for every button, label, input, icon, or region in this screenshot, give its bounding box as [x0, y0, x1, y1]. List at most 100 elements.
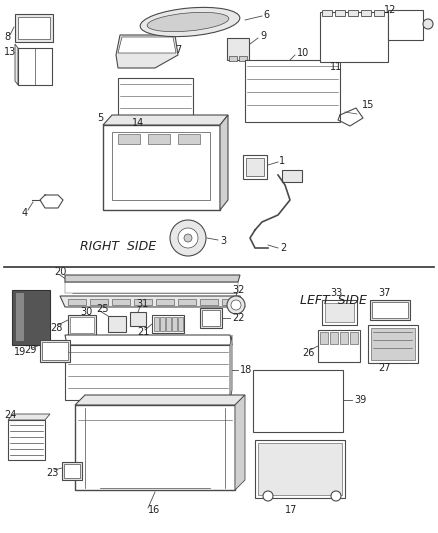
Bar — [229, 56, 237, 61]
Text: 39: 39 — [354, 395, 366, 405]
Text: 2: 2 — [280, 243, 286, 253]
Bar — [361, 10, 371, 16]
Text: LEFT  SIDE: LEFT SIDE — [300, 294, 367, 306]
Bar — [40, 340, 70, 362]
Bar — [68, 299, 86, 305]
Bar — [320, 332, 328, 344]
Polygon shape — [65, 282, 238, 293]
Bar — [178, 317, 183, 331]
Text: 32: 32 — [232, 285, 244, 295]
Bar — [200, 299, 218, 305]
Bar — [64, 464, 80, 478]
Bar — [90, 299, 108, 305]
Bar — [112, 132, 210, 200]
Text: 26: 26 — [302, 348, 314, 358]
Bar — [112, 299, 130, 305]
Bar — [166, 317, 171, 331]
Bar — [152, 315, 184, 333]
Text: 18: 18 — [240, 365, 252, 375]
Circle shape — [178, 228, 198, 248]
Bar — [70, 317, 94, 333]
Circle shape — [263, 491, 273, 501]
Text: 9: 9 — [260, 31, 266, 41]
Bar — [18, 17, 50, 39]
Ellipse shape — [140, 7, 240, 37]
Bar — [245, 60, 340, 122]
Bar — [318, 330, 360, 362]
Text: 5: 5 — [97, 113, 103, 123]
Bar — [222, 299, 240, 305]
Text: 14: 14 — [132, 118, 144, 128]
Text: 11: 11 — [330, 62, 342, 72]
Bar — [178, 134, 200, 144]
Bar — [134, 299, 152, 305]
Polygon shape — [60, 296, 245, 307]
Bar — [156, 299, 174, 305]
Bar — [340, 332, 348, 344]
Bar — [253, 370, 343, 432]
Bar — [246, 158, 264, 176]
Bar — [178, 299, 196, 305]
Bar — [282, 170, 302, 182]
Circle shape — [170, 220, 206, 256]
Polygon shape — [116, 35, 178, 68]
Polygon shape — [65, 282, 238, 293]
Text: 16: 16 — [148, 505, 160, 515]
Bar — [348, 10, 358, 16]
Polygon shape — [75, 405, 235, 490]
Text: 10: 10 — [297, 48, 309, 58]
Text: 21: 21 — [137, 327, 149, 337]
Polygon shape — [15, 44, 18, 85]
Bar — [118, 134, 140, 144]
Text: 7: 7 — [175, 45, 181, 55]
Bar — [322, 300, 357, 325]
Polygon shape — [230, 335, 232, 400]
Text: 22: 22 — [232, 313, 244, 323]
Circle shape — [423, 19, 433, 29]
Bar — [227, 38, 249, 60]
Text: 37: 37 — [378, 288, 390, 298]
Text: RIGHT  SIDE: RIGHT SIDE — [80, 240, 156, 254]
Polygon shape — [75, 395, 245, 405]
Bar — [388, 10, 423, 40]
Text: 30: 30 — [80, 307, 92, 317]
Polygon shape — [220, 115, 228, 210]
Bar — [372, 302, 408, 318]
Text: 15: 15 — [362, 100, 374, 110]
Text: 6: 6 — [263, 10, 269, 20]
Bar — [350, 332, 358, 344]
Bar — [130, 312, 146, 326]
Bar — [320, 12, 388, 62]
Bar — [154, 317, 159, 331]
Text: 3: 3 — [220, 236, 226, 246]
Circle shape — [184, 234, 192, 242]
Circle shape — [331, 491, 341, 501]
Bar — [108, 316, 126, 332]
Bar — [243, 155, 267, 179]
Polygon shape — [65, 335, 232, 345]
Bar — [62, 462, 82, 480]
Bar — [118, 78, 193, 120]
Text: 31: 31 — [136, 299, 148, 309]
Bar — [258, 443, 342, 495]
Text: 25: 25 — [96, 304, 109, 314]
Polygon shape — [235, 395, 245, 490]
Text: 1: 1 — [279, 156, 285, 166]
Bar — [68, 315, 96, 335]
Text: 20: 20 — [54, 267, 67, 277]
Text: 19: 19 — [14, 347, 26, 357]
Text: 23: 23 — [46, 468, 58, 478]
Polygon shape — [103, 125, 220, 210]
Polygon shape — [8, 420, 45, 460]
Bar — [12, 290, 50, 345]
Bar — [325, 303, 354, 322]
Text: 28: 28 — [50, 323, 62, 333]
Circle shape — [227, 296, 245, 314]
Text: 27: 27 — [378, 363, 391, 373]
Text: 4: 4 — [22, 208, 28, 218]
Bar — [172, 317, 177, 331]
Bar — [16, 293, 24, 341]
Polygon shape — [65, 345, 230, 400]
Bar — [370, 300, 410, 320]
Text: 29: 29 — [24, 345, 36, 355]
